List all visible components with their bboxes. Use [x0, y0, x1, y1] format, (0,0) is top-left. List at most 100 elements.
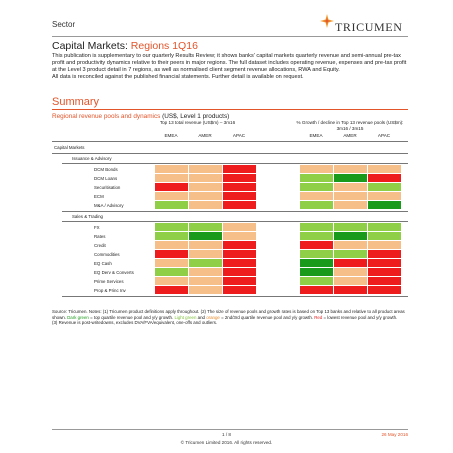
heatmap-cell — [189, 183, 222, 191]
column-header-apac: APAC — [377, 133, 391, 138]
group-header-growth: % Growth / decline in Top 13 revenue poo… — [296, 120, 404, 131]
row-label: DCM Loans — [94, 176, 118, 181]
notes-text: = lowest revenue pool and y/y growth. — [322, 314, 398, 320]
heatmap-cell — [223, 268, 256, 276]
row-label: Credit — [94, 243, 106, 248]
heatmap-cell — [155, 201, 188, 209]
subtitle-rest: (US$, Level 1 products) — [160, 113, 230, 120]
heatmap-cell — [223, 277, 256, 285]
intro-paragraph: All data is reconciled against the publi… — [52, 74, 304, 80]
heatmap-cell — [368, 223, 401, 231]
notes-orange: orange — [206, 314, 220, 320]
header-divider — [52, 36, 408, 37]
heatmap-cell — [368, 241, 401, 249]
row-label: ECM — [94, 194, 104, 199]
page-number: 1 / 8 — [222, 432, 231, 437]
heatmap-cell — [300, 165, 333, 173]
intro-text: This publication is supplementary to our… — [52, 53, 408, 81]
heatmap-cell — [189, 223, 222, 231]
heatmap-cell — [334, 192, 367, 200]
table-rule — [52, 141, 408, 142]
heatmap-cell — [223, 183, 256, 191]
heatmap-cell — [223, 201, 256, 209]
heatmap-cell — [300, 232, 333, 240]
notes-text: = 2nd/3rd quartile revenue pool and y/y … — [219, 314, 315, 320]
copyright-text: © Tricumen Limited 2016. All rights rese… — [180, 440, 273, 445]
heatmap-cell — [223, 192, 256, 200]
heatmap-cell — [368, 174, 401, 182]
table-rule — [62, 221, 408, 222]
heatmap-cell — [189, 277, 222, 285]
intro-paragraph: This publication is supplementary to our… — [52, 53, 407, 73]
heatmap-cell — [189, 192, 222, 200]
heatmap-cell — [223, 250, 256, 258]
title-accent: Regions 1Q16 — [130, 40, 198, 52]
section-subtitle: Regional revenue pools and dynamics (US$… — [52, 113, 229, 120]
heatmap-cell — [368, 259, 401, 267]
notes-red: Red — [314, 314, 323, 320]
section-label: Sales & Trading — [72, 214, 103, 219]
heatmap-cell — [300, 259, 333, 267]
heatmap-cell — [300, 250, 333, 258]
heatmap-cell — [368, 192, 401, 200]
heatmap-cell — [155, 165, 188, 173]
heatmap-cell — [300, 277, 333, 285]
heatmap-cell — [334, 250, 367, 258]
notes-dark-green: Dark green — [67, 314, 89, 320]
heatmap-cell — [368, 201, 401, 209]
heatmap-cell — [334, 183, 367, 191]
heatmap-cell — [334, 174, 367, 182]
page-header: Sector TRICUMEN — [52, 14, 408, 36]
heatmap-cell — [300, 174, 333, 182]
heatmap-cell — [155, 223, 188, 231]
capital-markets-label: Capital Markets — [54, 145, 85, 150]
heatmap-cell — [300, 201, 333, 209]
heatmap-cell — [189, 286, 222, 294]
heatmap-cell — [300, 286, 333, 294]
heatmap-cell — [189, 241, 222, 249]
heatmap-cell — [368, 183, 401, 191]
heatmap-cell — [334, 277, 367, 285]
heatmap-cell — [300, 268, 333, 276]
summary-divider — [52, 109, 408, 110]
heatmap-cell — [155, 250, 188, 258]
notes-light-green: Light green — [174, 314, 197, 320]
logo-wordmark: TRICUMEN — [335, 20, 403, 34]
heatmap-cell — [223, 241, 256, 249]
column-header-emea: EMEA — [309, 133, 323, 138]
heatmap-cell — [334, 241, 367, 249]
heatmap-cell — [155, 232, 188, 240]
heatmap-cell — [223, 259, 256, 267]
subtitle-accent: Regional revenue pools and dynamics — [52, 113, 161, 120]
tricumen-logo: TRICUMEN — [320, 14, 408, 34]
row-label: EQ Derv & Converts — [94, 270, 134, 275]
heatmap-cell — [223, 165, 256, 173]
row-label: Securitisation — [94, 185, 121, 190]
notes-text: = top quartile revenue pool and y/y grow… — [88, 314, 175, 320]
title-main: Capital Markets: — [52, 40, 131, 52]
heatmap-cell — [334, 165, 367, 173]
column-header-emea: EMEA — [164, 133, 178, 138]
heatmap-cell — [223, 223, 256, 231]
table-rule — [62, 211, 408, 212]
heatmap-cell — [300, 241, 333, 249]
heatmap-cell — [155, 277, 188, 285]
heatmap-cell — [334, 259, 367, 267]
row-label: M&A / Advisory — [94, 203, 124, 208]
heatmap-cell — [155, 192, 188, 200]
group-header-revenue: Top 13 total revenue (US$m) – 3m16 — [159, 120, 236, 125]
heatmap-cell — [368, 268, 401, 276]
heatmap-cell — [368, 250, 401, 258]
heatmap-cell — [155, 259, 188, 267]
table-rule — [62, 296, 408, 297]
footer-date: 26 May 2016 — [381, 432, 408, 437]
column-header-amer: AMER — [343, 133, 357, 138]
heatmap-cell — [334, 223, 367, 231]
heatmap-cell — [368, 277, 401, 285]
tricumen-star-icon — [320, 14, 334, 28]
heatmap-cell — [334, 201, 367, 209]
heatmap-cell — [189, 165, 222, 173]
heatmap-cell — [223, 232, 256, 240]
heatmap-cell — [300, 183, 333, 191]
summary-heading: Summary — [52, 96, 100, 108]
